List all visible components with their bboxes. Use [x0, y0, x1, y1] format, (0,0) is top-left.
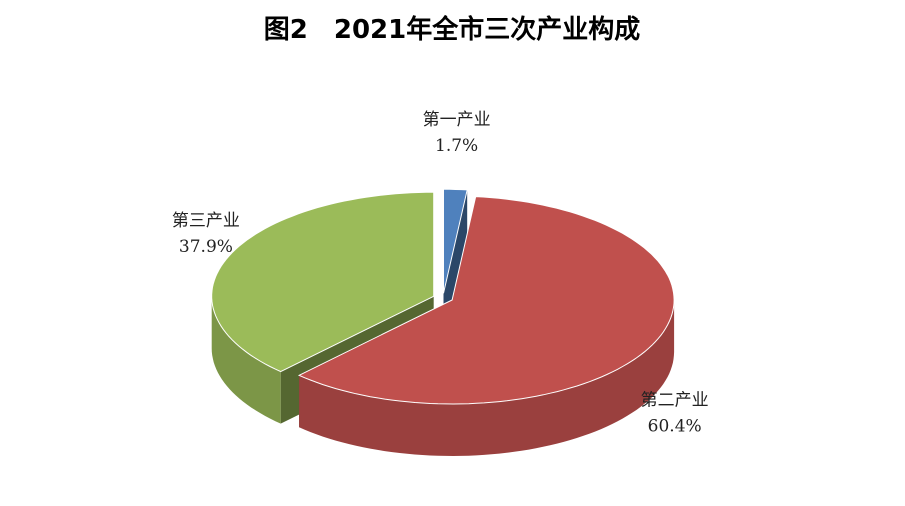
value-label: 60.4% — [648, 417, 702, 437]
slice — [443, 188, 468, 294]
slice — [297, 196, 675, 405]
chart-title: 图2 2021年全市三次产业构成 — [264, 14, 640, 45]
labels: 第一产业 1.7% 第二产业 60.4% 第三产业 37.9% — [172, 110, 709, 437]
pie-tops — [211, 188, 675, 405]
value-label: 37.9% — [179, 237, 233, 257]
category-label: 第一产业 — [423, 110, 491, 130]
slice — [211, 191, 435, 373]
category-label: 第二产业 — [641, 391, 709, 411]
category-label: 第三产业 — [172, 211, 240, 231]
slice-side — [299, 300, 675, 456]
slice-side — [211, 296, 281, 424]
value-label: 1.7% — [435, 136, 478, 156]
